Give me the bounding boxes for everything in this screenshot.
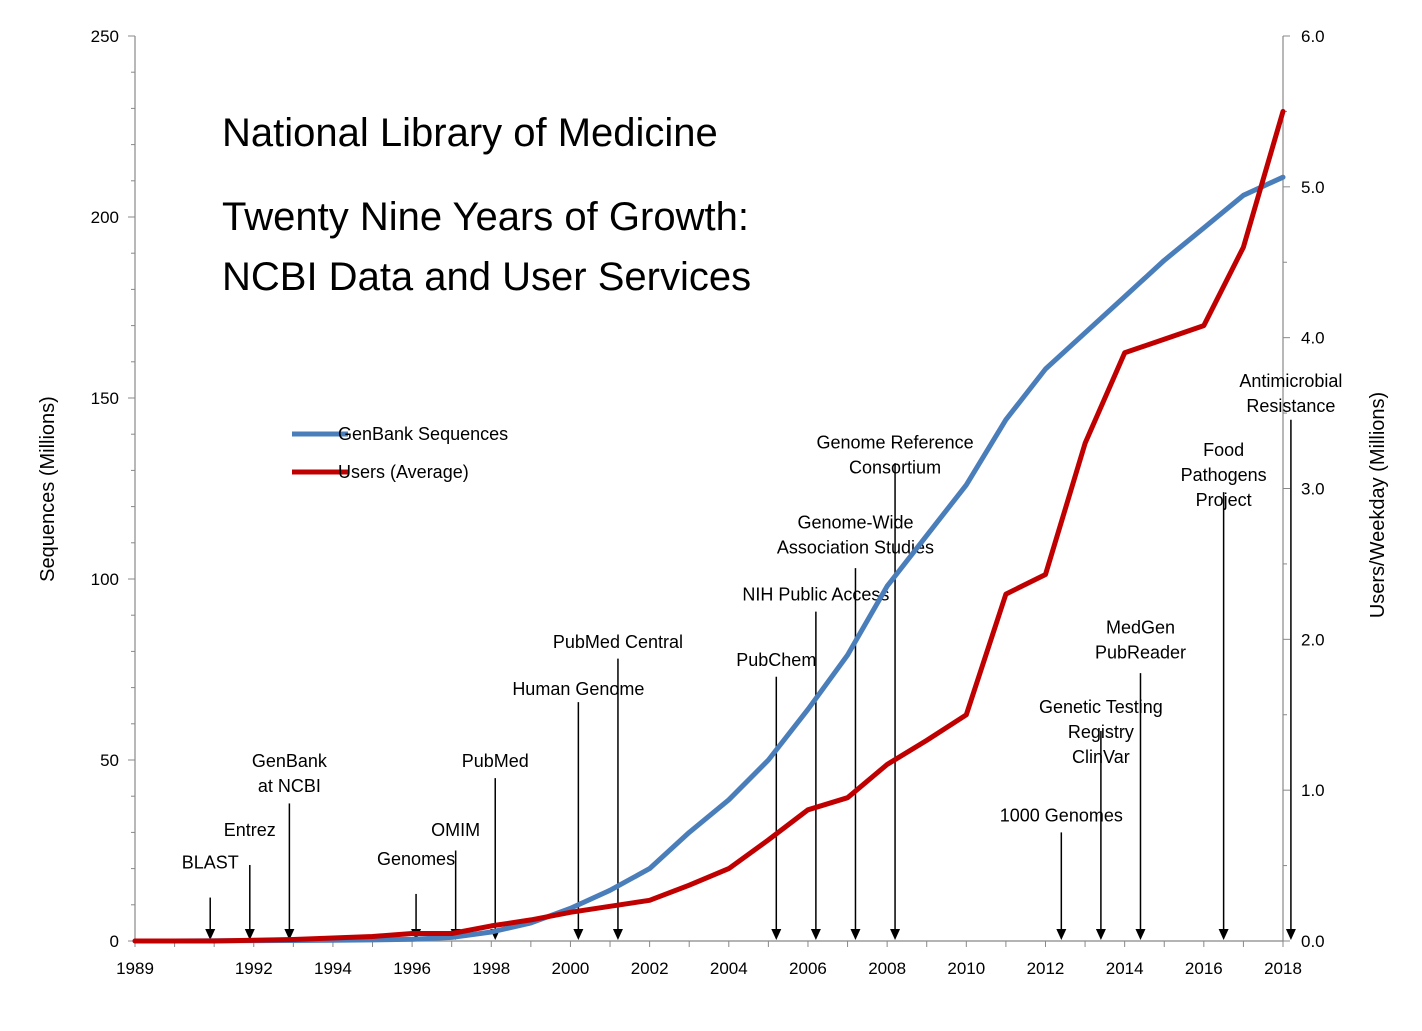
annotation-label: Genome Reference [817,433,974,453]
x-tick-label: 2014 [1106,959,1144,978]
annotation-label: Genetic Testing [1039,697,1163,717]
annotation-arrowhead [1218,929,1229,940]
annotation-label: MedGen [1106,617,1175,637]
annotation-arrowhead [1095,929,1106,940]
annotation-label: Genome-Wide [797,512,913,532]
milestone-annotations: BLAST Entrez GenBank at NCBI Genomes OMIM PubM… [182,371,1342,940]
x-tick-label: 2002 [631,959,669,978]
annotation-label: Pathogens [1181,465,1267,485]
annotation-arrowhead [612,929,623,940]
x-tick-label: 2004 [710,959,748,978]
chart-subtitle-line-2: NCBI Data and User Services [222,255,751,299]
x-tick-label: 1998 [472,959,510,978]
x-tick-label: 1994 [314,959,352,978]
y-axis-left-ticks: 0 50 100 150 200 250 [91,27,135,951]
y2-tick-label: 0.0 [1301,932,1325,951]
annotation-arrowhead [205,929,216,940]
annotation-label: Entrez [224,820,276,840]
annotation-arrowhead [1285,929,1296,940]
annotation-label: at NCBI [258,776,321,796]
y-tick-label: 100 [91,570,119,589]
legend-label-genbank: GenBank Sequences [338,424,508,444]
annotation-label: BLAST [182,853,239,873]
annotation-label: ClinVar [1072,747,1130,767]
annotation-label: Human Genome [512,679,644,699]
series-line-users-average [132,108,1286,944]
x-tick-label: 1989 [116,959,154,978]
y2-tick-label: 1.0 [1301,781,1325,800]
x-tick-label: 1996 [393,959,431,978]
annotation-arrowhead [890,929,901,940]
annotation-label: Registry [1068,722,1134,742]
y-axis-right-title: Users/Weekday (Millions) [1367,392,1389,618]
annotation-label: PubChem [736,650,816,670]
x-axis-ticks: 1989 1992 1994 1996 1998 2000 2002 2004 2006 2008… [116,941,1302,978]
annotation-label: Project [1196,490,1252,510]
x-tick-label: 2000 [552,959,590,978]
chart-title: National Library of Medicine [222,111,718,155]
x-tick-label: 1992 [235,959,273,978]
y-tick-label: 250 [91,27,119,46]
annotation-arrowhead [771,929,782,940]
annotation-label: NIH Public Access [742,585,889,605]
y-tick-label: 150 [91,389,119,408]
annotation-arrowhead [244,929,255,940]
annotation-label: PubMed [462,751,529,771]
x-tick-label: 2008 [868,959,906,978]
annotation-label: Resistance [1246,396,1335,416]
series-lines [132,108,1286,944]
y2-tick-label: 6.0 [1301,27,1325,46]
y2-tick-label: 5.0 [1301,178,1325,197]
annotation-label: PubMed Central [553,632,683,652]
annotation-arrowhead [284,929,295,940]
annotation-label: 1000 Genomes [1000,806,1123,826]
x-tick-label: 2016 [1185,959,1223,978]
annotation-label: OMIM [431,820,480,840]
legend: GenBank Sequences Users (Average) [292,424,508,482]
annotation-label: Consortium [849,458,941,478]
y2-tick-label: 3.0 [1301,480,1325,499]
x-tick-label: 2012 [1027,959,1065,978]
annotation-arrowhead [810,929,821,940]
y-tick-label: 200 [91,208,119,227]
annotation-arrowhead [573,929,584,940]
annotation-label: PubReader [1095,642,1186,662]
legend-label-users: Users (Average) [338,462,469,482]
y-axis-left-title: Sequences (Millions) [37,396,59,582]
x-tick-label: 2018 [1264,959,1302,978]
annotation-arrowhead [1056,929,1067,940]
y2-tick-label: 2.0 [1301,630,1325,649]
y-tick-label: 0 [110,932,119,951]
annotation-label: Antimicrobial [1239,371,1342,391]
chart-subtitle-line-1: Twenty Nine Years of Growth: [222,195,749,239]
annotation-label: GenBank [252,751,328,771]
annotation-arrowhead [850,929,861,940]
y2-tick-label: 4.0 [1301,329,1325,348]
y-axis-right-ticks: 0.0 1.0 2.0 3.0 4.0 5.0 6.0 [1283,27,1325,951]
x-tick-label: 2010 [947,959,985,978]
annotation-label: Food [1203,440,1244,460]
x-tick-label: 2006 [789,959,827,978]
annotation-label: Genomes [377,849,455,869]
y-tick-label: 50 [100,751,119,770]
annotation-arrowhead [1135,929,1146,940]
